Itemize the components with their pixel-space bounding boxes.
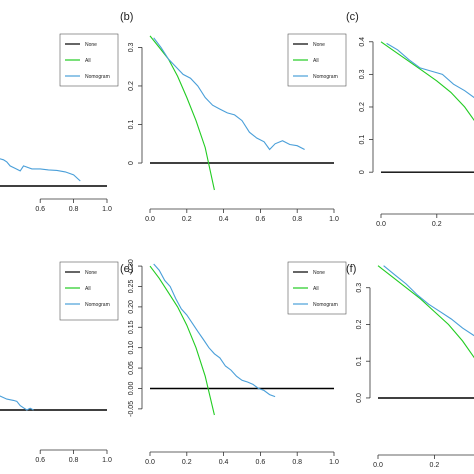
legend-label: None [85, 42, 97, 48]
x-tick-label: 0.4 [219, 459, 229, 466]
legend-label: None [85, 270, 97, 276]
x-tick-label: 1.0 [102, 457, 112, 464]
x-tick-label: 0.8 [292, 216, 302, 223]
y-tick-label: 0.25 [128, 280, 135, 294]
y-tick-label: 0.10 [128, 341, 135, 355]
y-tick-label: 0.0 [356, 393, 363, 403]
legend-label: Nomogram [85, 74, 110, 80]
x-tick-label: 0.2 [182, 216, 192, 223]
y-tick-label: 0.2 [359, 102, 366, 112]
y-tick-label: 0.15 [128, 320, 135, 334]
x-tick-label: 0.2 [430, 462, 440, 469]
y-tick-label: 0.00 [128, 382, 135, 396]
y-tick-label: 0.2 [128, 81, 135, 91]
x-tick-label: 0.0 [376, 221, 386, 228]
legend-label: All [313, 58, 319, 64]
x-tick-label: 0.8 [292, 459, 302, 466]
nomogram-series-line [0, 158, 81, 182]
x-tick-label: 0.0 [145, 216, 155, 223]
y-tick-label: 0.3 [359, 69, 366, 79]
x-tick-label: 1.0 [102, 206, 112, 213]
panel-label: (f) [346, 263, 356, 275]
panel-label: (e) [120, 263, 133, 275]
legend-label: All [313, 286, 319, 292]
y-tick-label: -0.05 [128, 401, 135, 417]
legend-label: None [313, 270, 325, 276]
y-tick-label: 0.1 [356, 356, 363, 366]
y-tick-label: 0.20 [128, 300, 135, 314]
panel-label: (b) [120, 11, 133, 23]
legend-label: Nomogram [85, 302, 110, 308]
nomogram-series-line [383, 265, 474, 337]
x-tick-label: 0.2 [182, 459, 192, 466]
nomogram-series-line [386, 42, 474, 99]
all-series-line [380, 41, 474, 121]
y-tick-label: 0.1 [128, 120, 135, 130]
y-tick-label: 0.3 [356, 283, 363, 293]
x-tick-label: 0.4 [219, 216, 229, 223]
y-tick-label: 0 [359, 170, 366, 174]
x-tick-label: 0.2 [432, 221, 442, 228]
x-tick-label: 0.0 [145, 459, 155, 466]
all-series-line [149, 265, 215, 416]
nomogram-series-line [0, 395, 34, 411]
x-tick-label: 0.6 [35, 457, 45, 464]
y-tick-label: 0.30 [128, 259, 135, 273]
all-series-line [377, 265, 474, 359]
y-tick-label: 0.2 [356, 319, 363, 329]
legend-label: All [85, 58, 91, 64]
nomogram-series-line [153, 37, 305, 151]
chart-panel-6: 0.0 0.2 0.0 0.1 0.2 0.3 (f) [346, 263, 474, 469]
nomogram-series-line [153, 263, 276, 398]
x-tick-label: 1.0 [329, 459, 339, 466]
y-tick-label: 0.3 [128, 42, 135, 52]
legend-label: Nomogram [313, 302, 338, 308]
panel-label: (c) [346, 11, 359, 23]
y-tick-label: 0 [128, 161, 135, 165]
x-tick-label: 0.0 [373, 462, 383, 469]
chart-panel-4: 0.6 0.8 1.0 None All Nomogram [0, 261, 119, 464]
legend-label: Nomogram [313, 74, 338, 80]
y-tick-label: 0.1 [359, 135, 366, 145]
chart-panel-1: 0.6 0.8 1.0 None All Nomogram [0, 33, 119, 213]
x-tick-label: 0.6 [256, 216, 266, 223]
chart-panel-3: 0.0 0.2 0 0.1 0.2 0.3 0.4 (c) [346, 11, 474, 228]
y-tick-label: 0.05 [128, 361, 135, 375]
chart-panel-5: 0.0 0.2 0.4 0.6 0.8 1.0 -0.05 0.00 0.05 0.10 0.15 0… [120, 259, 347, 466]
x-tick-label: 0.6 [256, 459, 266, 466]
all-series-line [149, 35, 215, 191]
legend-label: None [313, 42, 325, 48]
legend-label: All [85, 286, 91, 292]
x-tick-label: 1.0 [329, 216, 339, 223]
chart-panel-2: 0.0 0.2 0.4 0.6 0.8 1.0 0 0.1 0.2 0.3 None All Nomog… [120, 11, 347, 223]
y-tick-label: 0.4 [359, 37, 366, 47]
x-tick-label: 0.6 [35, 206, 45, 213]
x-tick-label: 0.8 [69, 206, 79, 213]
x-tick-label: 0.8 [69, 457, 79, 464]
